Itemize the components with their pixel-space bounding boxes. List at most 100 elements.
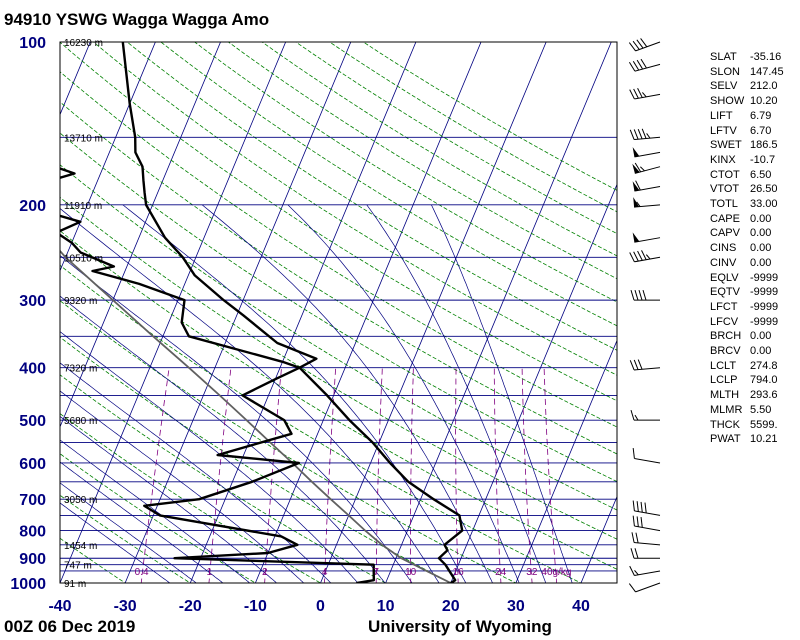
height-label: 5680 m (64, 416, 97, 427)
index-row: SLAT -35.16 (710, 50, 784, 65)
wind-barb-feather (629, 252, 635, 263)
isotherm-line (254, 42, 482, 583)
temperature-tick-label: -40 (48, 598, 71, 615)
mixing-ratio-line (410, 367, 414, 583)
temperature-tick-label: -20 (179, 598, 202, 615)
wind-barb (631, 532, 661, 546)
wind-barb (632, 180, 661, 192)
wind-barb (632, 448, 661, 464)
wind-barb-staff (634, 570, 661, 576)
index-value: 147.45 (750, 65, 784, 78)
wind-barb (632, 232, 661, 243)
mixing-ratio-label: 32 (526, 567, 538, 578)
wind-barb-feather (633, 88, 639, 99)
temperature-profile-line (121, 42, 464, 583)
index-key: SLON (710, 65, 740, 78)
index-value: 0.00 (750, 345, 772, 358)
wind-barb (628, 582, 661, 593)
dry-adiabat-line (60, 374, 387, 583)
index-row: VTOT 26.50 (710, 182, 784, 197)
height-label: 91 m (64, 579, 86, 590)
index-value: 0.00 (750, 227, 772, 240)
wind-barb-staff (634, 367, 661, 371)
index-key: CINV (710, 256, 737, 269)
moist-adiabat-line (60, 482, 197, 583)
index-key: CTOT (710, 168, 740, 181)
index-value: 186.5 (750, 139, 778, 152)
height-label: 747 m (64, 561, 92, 572)
isotherm-line (0, 30, 30, 595)
wind-barb (632, 147, 661, 158)
wind-barb (629, 88, 661, 100)
index-row: MLTH 293.6 (710, 388, 784, 403)
height-label: 3050 m (64, 495, 97, 506)
index-key: CINS (710, 242, 737, 255)
index-row: CINS 0.00 (710, 241, 784, 256)
index-key: LCLP (710, 374, 738, 387)
wind-barb-feather (640, 38, 648, 48)
wind-barb-staff (635, 582, 661, 593)
wind-barb-staff (634, 237, 661, 243)
index-row: MLMR 5.50 (710, 403, 784, 418)
wind-barb (629, 250, 661, 263)
wind-barb-flag (632, 232, 640, 243)
observation-time: 00Z 06 Dec 2019 (4, 617, 136, 636)
pressure-tick-label: 100 (19, 35, 46, 52)
mixing-ratio-line (264, 367, 282, 583)
plot-frame (59, 41, 618, 584)
wind-barb-staff (634, 542, 661, 546)
wind-barb-feather (629, 565, 635, 576)
wind-barb (632, 500, 661, 516)
moist-adiabat-line (60, 208, 440, 583)
index-key: SELV (710, 80, 738, 93)
index-row: EQLV -9999 (710, 271, 784, 286)
wind-barb-feather (633, 359, 639, 370)
wind-barb-feather (632, 60, 640, 71)
isotherm-line (60, 42, 221, 428)
wind-barb-feather (636, 39, 644, 49)
index-row: CAPV 0.00 (710, 226, 784, 241)
wind-barb-feather (628, 42, 636, 52)
pressure-tick-label: 300 (19, 293, 46, 310)
wind-barb-flag (633, 197, 640, 208)
wind-barb-feather (642, 92, 647, 98)
index-row: CAPE 0.00 (710, 212, 784, 227)
index-value: 6.70 (750, 124, 772, 137)
mixing-ratio-line (455, 367, 459, 583)
index-row: LFTV 6.70 (710, 124, 784, 139)
mixing-ratio-label: 10 (405, 567, 417, 578)
index-row: LFCT -9999 (710, 300, 784, 315)
moist-adiabat-line (60, 362, 332, 583)
wind-barb-feather (637, 128, 643, 140)
index-row: TOTL 33.00 (710, 197, 784, 212)
index-value: -10.7 (750, 153, 776, 166)
height-label: 16230 m (64, 38, 103, 49)
pressure-tick-label: 400 (19, 361, 46, 378)
isotherm-line (189, 42, 417, 583)
height-label: 1454 m (64, 541, 97, 552)
temperature-tick-label: 40 (572, 598, 590, 615)
wind-barb-feather (645, 254, 651, 260)
isotherm-line (580, 495, 617, 583)
dry-adiabat-line (60, 453, 257, 583)
wind-barb-staff (634, 93, 661, 100)
wind-barb (629, 565, 661, 576)
wind-barb-staff (634, 151, 661, 158)
dry-adiabat-line (60, 336, 452, 583)
index-key: CAPV (710, 227, 740, 240)
wind-barb-feather (642, 289, 647, 301)
wind-barb-feather (629, 89, 635, 100)
index-value: -9999 (750, 300, 779, 313)
moist-adiabat-line (60, 295, 386, 583)
wind-barb-feather (637, 359, 643, 370)
pressure-tick-label: 800 (19, 524, 46, 541)
index-key: LFCT (710, 300, 738, 313)
wind-barb-feather (634, 570, 639, 576)
index-row: EQTV -9999 (710, 285, 784, 300)
index-key: SWET (710, 139, 742, 152)
mixing-ratio-label: 0.4 (135, 567, 149, 578)
pressure-tick-label: 900 (19, 551, 46, 568)
temperature-tick-label: 30 (507, 598, 525, 615)
mixing-ratio-line (493, 367, 502, 583)
pressure-tick-label: 600 (19, 456, 46, 473)
